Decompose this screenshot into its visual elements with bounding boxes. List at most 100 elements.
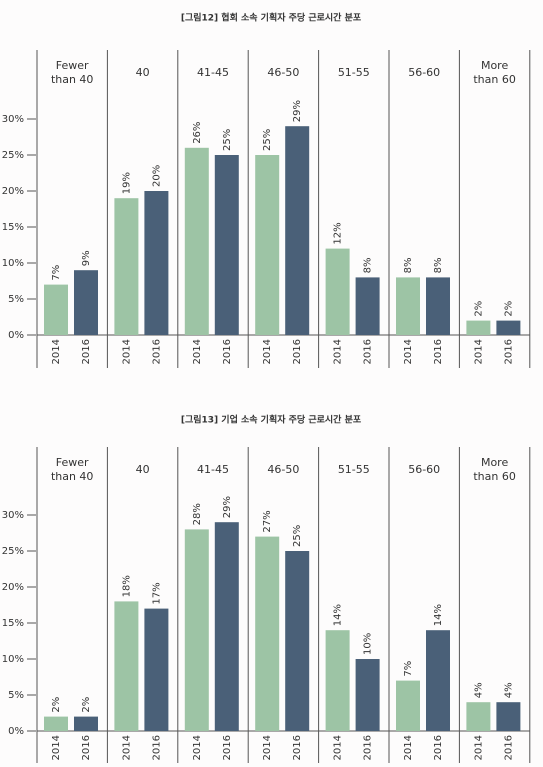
category-label: 41-45 xyxy=(197,463,229,476)
value-label: 29% xyxy=(222,496,233,518)
bar xyxy=(466,320,491,335)
category-label: Fewer than 40 xyxy=(50,456,94,483)
year-label: 2016 xyxy=(292,735,303,760)
value-label: 9% xyxy=(81,250,92,266)
bar xyxy=(144,191,169,335)
year-label: 2014 xyxy=(51,735,62,760)
category-label: 56-60 xyxy=(408,66,441,79)
bar xyxy=(44,284,68,335)
bar xyxy=(426,630,450,731)
year-label: 2014 xyxy=(262,339,273,364)
bar xyxy=(355,659,380,731)
chart-title: [그림13] 기업 소속 기획자 주당 근로시간 분포 xyxy=(181,414,362,426)
y-tick-label: 20% xyxy=(2,582,24,593)
value-label: 2% xyxy=(473,301,484,317)
bar xyxy=(184,147,209,335)
value-label: 18% xyxy=(121,575,132,597)
bar xyxy=(496,320,521,335)
category-label: 51-55 xyxy=(337,66,370,79)
value-label: 2% xyxy=(81,697,92,713)
year-label: 2016 xyxy=(222,339,233,364)
value-label: 20% xyxy=(151,165,162,187)
year-label: 2014 xyxy=(333,339,344,364)
value-label: 8% xyxy=(363,258,374,274)
value-label: 25% xyxy=(292,525,303,547)
y-tick-label: 25% xyxy=(2,150,24,161)
year-label: 2016 xyxy=(363,735,374,760)
value-label: 19% xyxy=(121,172,132,194)
category-label: Fewer than 40 xyxy=(50,59,94,86)
value-label: 14% xyxy=(333,604,344,626)
bar xyxy=(184,529,209,731)
value-label: 12% xyxy=(333,222,344,244)
year-label: 2016 xyxy=(433,735,444,760)
category-label: 40 xyxy=(135,66,150,79)
bar xyxy=(396,277,420,335)
year-label: 2014 xyxy=(473,735,484,760)
value-label: 7% xyxy=(403,661,414,677)
value-label: 10% xyxy=(363,633,374,655)
bar xyxy=(396,680,420,731)
chart-title: [그림12] 협회 소속 기획자 주당 근로시간 분포 xyxy=(181,12,362,24)
y-tick-label: 10% xyxy=(2,258,24,269)
y-tick-label: 30% xyxy=(2,114,24,125)
year-label: 2016 xyxy=(81,339,92,364)
bar xyxy=(496,702,521,731)
bar xyxy=(355,277,380,335)
bar xyxy=(426,277,450,335)
bar xyxy=(114,198,139,335)
value-label: 7% xyxy=(51,265,62,281)
y-tick-label: 20% xyxy=(2,186,24,197)
bar xyxy=(74,716,98,731)
y-tick-label: 0% xyxy=(8,726,24,737)
year-label: 2014 xyxy=(192,339,203,364)
bar xyxy=(325,630,350,731)
y-tick-label: 5% xyxy=(8,690,24,701)
year-label: 2014 xyxy=(192,735,203,760)
value-label: 25% xyxy=(262,129,273,151)
bar xyxy=(214,522,239,731)
bar xyxy=(74,270,98,335)
y-tick-label: 5% xyxy=(8,294,24,305)
year-label: 2016 xyxy=(222,735,233,760)
category-label: 51-55 xyxy=(337,463,370,476)
bar xyxy=(144,608,169,731)
category-label: 41-45 xyxy=(197,66,229,79)
year-label: 2016 xyxy=(81,735,92,760)
value-label: 2% xyxy=(503,301,514,317)
category-label: More than 60 xyxy=(473,59,516,86)
value-label: 26% xyxy=(192,122,203,144)
value-label: 8% xyxy=(403,258,414,274)
y-tick-label: 15% xyxy=(2,222,24,233)
category-label: 46-50 xyxy=(267,463,300,476)
value-label: 14% xyxy=(433,604,444,626)
category-label: 46-50 xyxy=(267,66,300,79)
value-label: 27% xyxy=(262,510,273,532)
year-label: 2014 xyxy=(473,339,484,364)
y-tick-label: 0% xyxy=(8,330,24,341)
bar xyxy=(255,155,280,335)
bar xyxy=(466,702,491,731)
year-label: 2014 xyxy=(403,339,414,364)
value-label: 4% xyxy=(473,682,484,698)
y-tick-label: 25% xyxy=(2,546,24,557)
year-label: 2014 xyxy=(51,339,62,364)
year-label: 2014 xyxy=(333,735,344,760)
bar xyxy=(285,551,310,731)
year-label: 2016 xyxy=(433,339,444,364)
bar xyxy=(114,601,139,731)
y-tick-label: 15% xyxy=(2,618,24,629)
bar xyxy=(255,536,280,731)
year-label: 2016 xyxy=(151,339,162,364)
year-label: 2014 xyxy=(121,339,132,364)
year-label: 2016 xyxy=(151,735,162,760)
year-label: 2014 xyxy=(121,735,132,760)
category-label: 40 xyxy=(135,463,150,476)
bar xyxy=(44,716,68,731)
year-label: 2016 xyxy=(503,735,514,760)
year-label: 2014 xyxy=(262,735,273,760)
y-tick-label: 10% xyxy=(2,654,24,665)
year-label: 2016 xyxy=(363,339,374,364)
